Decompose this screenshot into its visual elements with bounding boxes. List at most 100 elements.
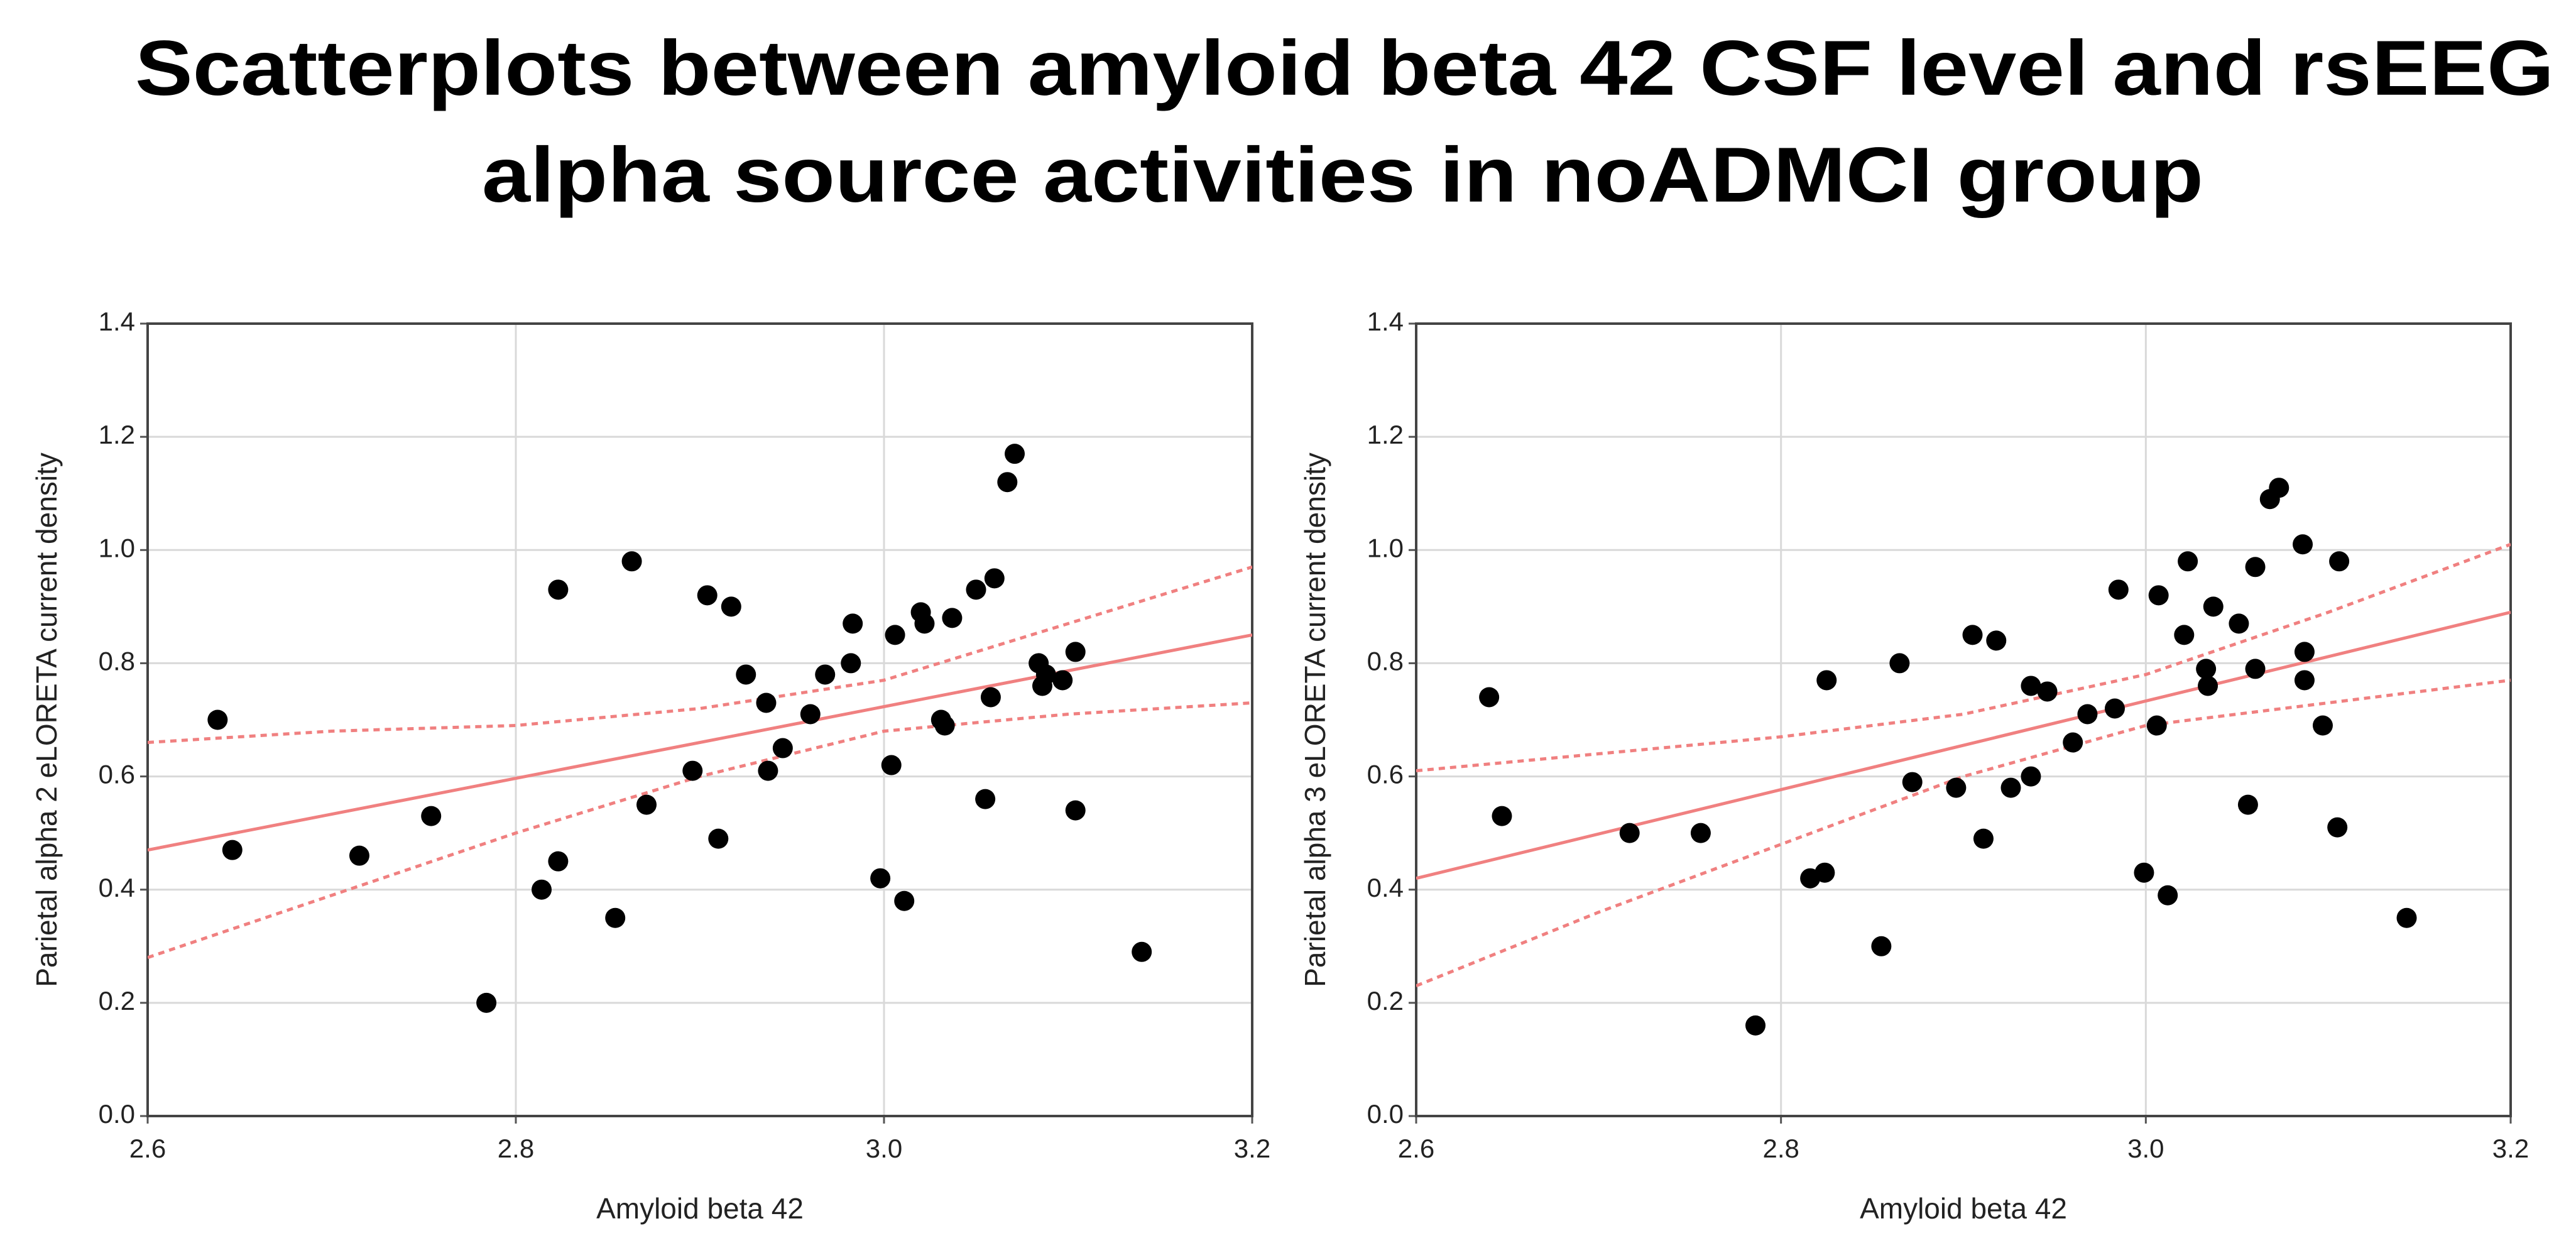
scatter-chart: 0.0 0.2 0.4 0.6 0.8 1.0 1.2 1.4 2.6 2.8 3.0 3.2 Amyl… bbox=[30, 307, 1270, 1225]
point bbox=[800, 704, 821, 725]
point bbox=[1902, 772, 1923, 792]
point bbox=[2021, 676, 2041, 696]
point bbox=[2237, 794, 2258, 815]
regression-line bbox=[148, 633, 1252, 852]
point bbox=[2245, 659, 2266, 679]
point bbox=[548, 579, 569, 600]
point bbox=[2108, 579, 2129, 600]
point bbox=[997, 472, 1018, 493]
x-tick-label: 3.2 bbox=[2492, 1134, 2529, 1163]
plot-frame bbox=[1415, 322, 2512, 1117]
point bbox=[2037, 681, 2058, 702]
point bbox=[1690, 823, 1711, 843]
y-tick-label: 1.0 bbox=[1367, 533, 1404, 562]
point bbox=[815, 664, 836, 685]
point bbox=[1479, 687, 1500, 708]
point bbox=[222, 840, 243, 860]
point bbox=[1745, 1015, 1766, 1036]
point bbox=[2063, 732, 2083, 753]
point bbox=[2178, 551, 2198, 572]
y-tick-label: 0.0 bbox=[99, 1099, 135, 1129]
y-tick-label: 0.6 bbox=[99, 760, 135, 789]
point bbox=[2198, 676, 2219, 696]
point bbox=[772, 738, 793, 758]
y-tick-label: 0.4 bbox=[99, 873, 135, 902]
point bbox=[758, 760, 778, 781]
point bbox=[1005, 444, 1025, 464]
point bbox=[1816, 670, 1837, 691]
point bbox=[682, 760, 703, 781]
point bbox=[1052, 670, 1073, 691]
point bbox=[2158, 885, 2178, 906]
point bbox=[1946, 777, 1967, 798]
point bbox=[2294, 670, 2315, 691]
point bbox=[2245, 557, 2266, 577]
y-tick-label: 1.4 bbox=[1367, 307, 1404, 336]
y-tick-label: 0.8 bbox=[1367, 647, 1404, 676]
point bbox=[2146, 715, 2167, 736]
y-tick-label: 0.0 bbox=[1367, 1099, 1404, 1129]
y-tick-label: 1.0 bbox=[99, 533, 135, 562]
point bbox=[1986, 630, 2007, 651]
y-tick-label: 1.2 bbox=[1367, 420, 1404, 449]
point bbox=[2229, 613, 2249, 634]
x-tick-label: 2.6 bbox=[1398, 1134, 1434, 1163]
point bbox=[1619, 823, 1640, 843]
point bbox=[708, 828, 729, 849]
point bbox=[2269, 478, 2289, 498]
point bbox=[843, 613, 863, 634]
point bbox=[2294, 642, 2315, 662]
point bbox=[1973, 828, 1994, 849]
point bbox=[885, 625, 905, 645]
point bbox=[2174, 625, 2195, 645]
point bbox=[2293, 534, 2313, 555]
point bbox=[756, 692, 777, 713]
point bbox=[721, 596, 741, 617]
point bbox=[2327, 817, 2348, 838]
point bbox=[736, 664, 756, 685]
point bbox=[548, 851, 569, 872]
point bbox=[605, 907, 626, 928]
confidence-band bbox=[148, 565, 1252, 745]
point bbox=[2077, 704, 2098, 725]
scatter-chart: 0.0 0.2 0.4 0.6 0.8 1.0 1.2 1.4 2.6 2.8 3.0 3.2 Amyl… bbox=[1299, 307, 2529, 1225]
y-tick-label: 1.4 bbox=[99, 307, 135, 336]
point bbox=[2148, 585, 2169, 606]
x-tick-label: 3.0 bbox=[866, 1134, 902, 1163]
point bbox=[980, 687, 1001, 708]
point bbox=[2312, 715, 2333, 736]
y-tick-label: 1.2 bbox=[99, 420, 135, 449]
point bbox=[975, 789, 996, 809]
confidence-band bbox=[1416, 678, 2511, 988]
point bbox=[934, 715, 955, 736]
confidence-band bbox=[1416, 542, 2511, 773]
point bbox=[2196, 659, 2217, 679]
point bbox=[2134, 862, 2154, 883]
y-axis-label: Parietal alpha 3 eLORETA current density bbox=[1299, 452, 1331, 987]
regression-line bbox=[1416, 610, 2511, 880]
x-axis-label: Amyloid beta 42 bbox=[596, 1192, 804, 1225]
point bbox=[207, 709, 228, 730]
point bbox=[2329, 551, 2350, 572]
point bbox=[870, 868, 891, 889]
x-tick-label: 2.8 bbox=[498, 1134, 534, 1163]
point bbox=[621, 551, 642, 572]
point bbox=[881, 755, 902, 775]
y-tick-label: 0.2 bbox=[99, 986, 135, 1015]
point bbox=[942, 608, 963, 628]
x-tick-label: 3.2 bbox=[1234, 1134, 1270, 1163]
point bbox=[914, 613, 935, 634]
point bbox=[1065, 642, 1086, 662]
point bbox=[1492, 806, 1512, 826]
y-tick-label: 0.4 bbox=[1367, 873, 1404, 902]
point bbox=[966, 579, 986, 600]
y-tick-label: 0.2 bbox=[1367, 986, 1404, 1015]
point bbox=[1132, 941, 1152, 962]
plot-frame bbox=[146, 322, 1253, 1117]
point bbox=[1815, 862, 1835, 883]
y-tick-label: 0.6 bbox=[1367, 760, 1404, 789]
point bbox=[984, 568, 1005, 589]
point bbox=[1889, 653, 1910, 674]
point bbox=[2203, 596, 2224, 617]
